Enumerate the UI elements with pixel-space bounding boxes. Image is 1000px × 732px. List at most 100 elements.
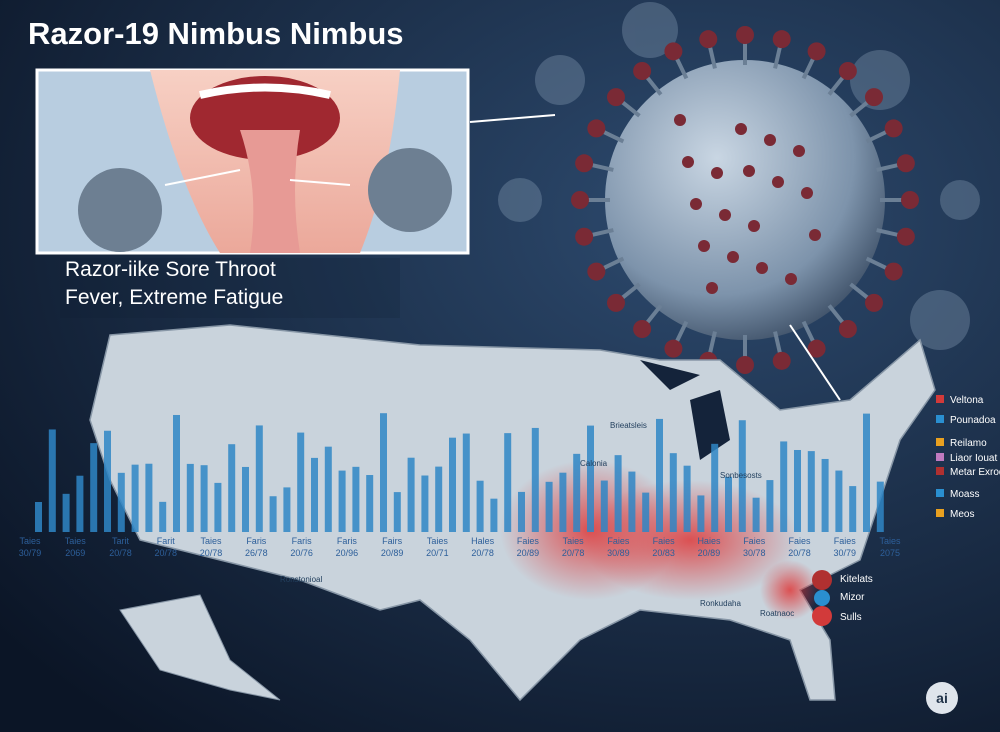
axis-label: 26/78 bbox=[245, 548, 268, 558]
bar bbox=[214, 482, 222, 532]
surface-spot bbox=[674, 114, 686, 126]
surface-spot bbox=[719, 209, 731, 221]
map-legend-label: Sulls bbox=[840, 612, 862, 623]
surface-spot bbox=[743, 165, 755, 177]
spike-head bbox=[884, 262, 903, 281]
surface-spot bbox=[735, 123, 747, 135]
axis-label: Taies bbox=[19, 536, 41, 546]
axis-label: Faies bbox=[834, 536, 857, 546]
legend-label: Meos bbox=[950, 509, 974, 520]
bar bbox=[628, 471, 636, 532]
surface-spot bbox=[809, 229, 821, 241]
axis-label: Faies bbox=[743, 536, 766, 546]
bar bbox=[35, 502, 42, 532]
legend-swatch bbox=[936, 489, 944, 497]
axis-label: 20/89 bbox=[517, 548, 540, 558]
bar bbox=[642, 492, 650, 532]
bar bbox=[117, 472, 125, 532]
arrow bbox=[469, 114, 556, 123]
bar bbox=[228, 444, 236, 532]
surface-spot bbox=[682, 156, 694, 168]
surface-spot bbox=[764, 134, 776, 146]
bar bbox=[186, 463, 194, 532]
throat-inset bbox=[35, 68, 470, 255]
bar bbox=[407, 457, 415, 532]
bar bbox=[297, 432, 305, 532]
legend-label: Liaor Iouat bbox=[950, 453, 997, 464]
arrow bbox=[789, 324, 841, 401]
legend-label: Veltona bbox=[950, 395, 984, 406]
axis-label: 20/71 bbox=[426, 548, 449, 558]
axis-label: 2069 bbox=[65, 548, 85, 558]
axis-label: Faies bbox=[607, 536, 630, 546]
bar bbox=[393, 492, 401, 532]
spike-head bbox=[736, 356, 754, 374]
legend-swatch bbox=[936, 395, 944, 403]
spike-head bbox=[587, 262, 606, 281]
axis-label: 20/89 bbox=[698, 548, 721, 558]
bar bbox=[531, 427, 539, 532]
map-label: Brieatsleis bbox=[610, 421, 647, 430]
axis-label: Hales bbox=[471, 536, 495, 546]
bar bbox=[697, 495, 705, 532]
spike-head bbox=[865, 293, 884, 312]
spike-head bbox=[896, 227, 915, 246]
bar bbox=[738, 420, 746, 532]
bar bbox=[476, 480, 484, 532]
bar bbox=[600, 480, 608, 532]
axis-label: Faris bbox=[246, 536, 266, 546]
bar bbox=[435, 466, 443, 532]
bar bbox=[380, 413, 387, 532]
axis-label: 20/78 bbox=[200, 548, 223, 558]
axis-label: Tarit bbox=[112, 536, 130, 546]
bar bbox=[766, 480, 774, 532]
caption-line: Razor-iike Sore Throot bbox=[65, 258, 276, 281]
axis-label: 20/78 bbox=[155, 548, 178, 558]
axis-label: Faies bbox=[517, 536, 540, 546]
map-legend-label: Mizor bbox=[840, 592, 865, 603]
bar bbox=[683, 465, 691, 532]
bar bbox=[242, 466, 249, 532]
spike-head bbox=[772, 30, 791, 49]
badge-text: ai bbox=[936, 690, 948, 706]
bar bbox=[518, 491, 525, 532]
spike-head bbox=[664, 42, 683, 61]
bar bbox=[835, 470, 843, 532]
spike-head bbox=[884, 119, 903, 138]
surface-spot bbox=[706, 282, 718, 294]
hotspot bbox=[760, 560, 820, 620]
spike-head bbox=[587, 119, 606, 138]
surface-spot bbox=[698, 240, 710, 252]
legend-label: Pounadoa bbox=[950, 415, 996, 426]
axis-label: 20/96 bbox=[336, 548, 359, 558]
legend-swatch bbox=[936, 438, 944, 446]
bar bbox=[283, 487, 291, 532]
map-legend: Kitelats Mizor Sulls bbox=[812, 570, 873, 626]
spike-head bbox=[606, 88, 625, 107]
axis-label: Farit bbox=[157, 536, 175, 546]
bar bbox=[876, 481, 884, 532]
axis-label: 30/79 bbox=[833, 548, 856, 558]
bar bbox=[669, 453, 677, 532]
spike-head bbox=[865, 88, 884, 107]
map-label: Calonia bbox=[580, 459, 608, 468]
axis-label: Faris bbox=[292, 536, 312, 546]
map-labels: Ronstonioal Brieatsleis Calonia Sonbesosts R… bbox=[280, 421, 794, 618]
legend-label: Reilamo bbox=[950, 438, 987, 449]
spike-head bbox=[807, 42, 826, 61]
legend-swatch bbox=[936, 467, 944, 475]
surface-spot bbox=[801, 187, 813, 199]
bar bbox=[821, 458, 829, 532]
bar bbox=[131, 464, 139, 532]
map-label: Sonbesosts bbox=[720, 471, 762, 480]
axis-label: Taies bbox=[201, 536, 223, 546]
spike-head bbox=[575, 154, 594, 173]
bar bbox=[145, 463, 153, 532]
axis-label: 30/89 bbox=[607, 548, 630, 558]
bar bbox=[573, 453, 581, 532]
bar bbox=[62, 493, 70, 532]
axis-label: 20/76 bbox=[290, 548, 313, 558]
bar bbox=[104, 430, 111, 532]
surface-spot bbox=[727, 251, 739, 263]
surface-spot bbox=[756, 262, 768, 274]
